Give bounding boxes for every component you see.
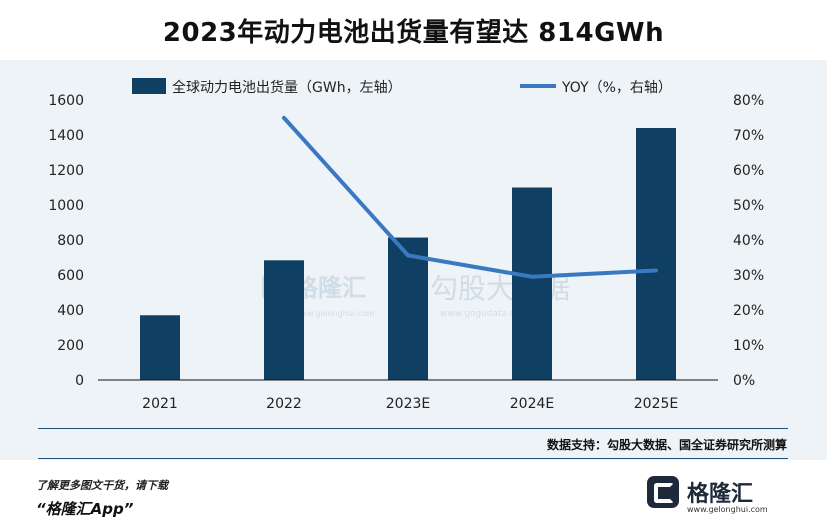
brand-name: 格隆汇 [687, 482, 754, 507]
right-axis: 0% 10% 20% 30% 40% 50% 60% 70% 80% [733, 93, 764, 389]
bar-series [140, 128, 676, 380]
brand-url: www.gelonghui.com [687, 505, 768, 514]
legend-bar-swatch [132, 78, 166, 94]
x-tick-label: 2022 [266, 396, 302, 412]
divider-top [38, 428, 788, 429]
legend-bar-label: 全球动力电池出货量（GWh，左轴） [172, 79, 402, 96]
right-tick-label: 30% [733, 268, 764, 284]
left-tick-label: 1600 [48, 93, 84, 109]
right-tick-label: 80% [733, 93, 764, 109]
left-axis: 0 200 400 600 800 1000 1200 1400 1600 [48, 93, 84, 389]
yoy-point [654, 268, 658, 272]
right-tick-label: 0% [733, 373, 755, 389]
left-tick-label: 1200 [48, 163, 84, 179]
x-tick-label: 2023E [386, 396, 430, 412]
bar [140, 315, 180, 380]
right-tick-label: 10% [733, 338, 764, 354]
left-tick-label: 1400 [48, 128, 84, 144]
x-tick-label: 2021 [142, 396, 178, 412]
right-tick-label: 50% [733, 198, 764, 214]
right-tick-label: 60% [733, 163, 764, 179]
x-tick-label: 2025E [634, 396, 678, 412]
source-note: 数据支持：勾股大数据、国全证券研究所测算 [546, 438, 787, 452]
yoy-point [530, 275, 534, 279]
right-tick-label: 40% [733, 233, 764, 249]
watermark-left-text: 格隆汇 [294, 274, 366, 302]
chart-svg: 格隆汇 www.gelonghui.com 勾股大数据 www.gogudata… [48, 78, 764, 412]
footer-app-name: “格隆汇App” [36, 500, 134, 518]
left-tick-label: 600 [57, 268, 84, 284]
x-axis: 2021 2022 2023E 2024E 2025E [142, 396, 678, 412]
right-tick-label: 20% [733, 303, 764, 319]
left-tick-label: 0 [75, 373, 84, 389]
right-tick-label: 70% [733, 128, 764, 144]
divider-bottom [38, 458, 788, 459]
title-bar: 2023年动力电池出货量有望达 814GWh [0, 0, 827, 60]
x-tick-label: 2024E [510, 396, 554, 412]
bar [512, 187, 552, 380]
bar [636, 128, 676, 380]
footer-note: 了解更多图文干货，请下载 [36, 479, 168, 492]
watermark-right-url: www.gogudata.com [440, 309, 529, 319]
brand-logo-icon [647, 476, 679, 508]
bar [388, 237, 428, 380]
yoy-line [282, 115, 658, 279]
chart-title: 2023年动力电池出货量有望达 814GWh [162, 17, 665, 48]
left-tick-label: 200 [57, 338, 84, 354]
left-tick-label: 1000 [48, 198, 84, 214]
brand: 格隆汇 www.gelonghui.com [647, 474, 797, 518]
yoy-point [406, 253, 410, 257]
legend-line-label: YOY（%，右轴） [561, 80, 672, 96]
legend: 全球动力电池出货量（GWh，左轴） YOY（%，右轴） [132, 78, 672, 96]
bar [264, 260, 304, 380]
left-tick-label: 800 [57, 233, 84, 249]
left-tick-label: 400 [57, 303, 84, 319]
watermark-left-url: www.gelonghui.com [294, 309, 375, 318]
yoy-point [282, 116, 286, 120]
line-series [282, 115, 658, 279]
